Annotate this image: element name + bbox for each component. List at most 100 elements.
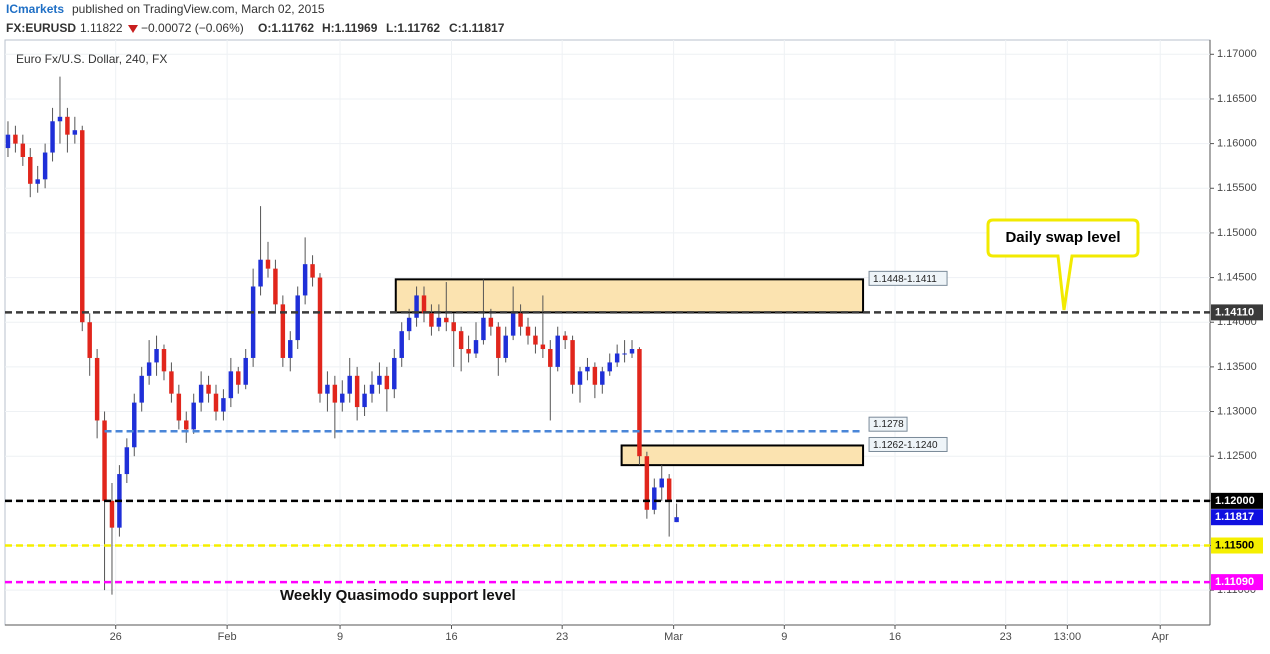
candle-body [369, 384, 375, 394]
candle-body [436, 317, 442, 327]
candle-body [458, 331, 464, 350]
candle-body [429, 313, 434, 327]
y-tick-label: 1.13500 [1217, 361, 1257, 373]
candle-body [503, 335, 508, 358]
candle-body [622, 353, 627, 355]
published-text: published on TradingView.com, March 02, … [72, 2, 325, 16]
candle-body [42, 152, 48, 180]
candle-body [72, 130, 78, 135]
candle-body [340, 393, 345, 403]
candle-body [533, 335, 538, 345]
candle-body [50, 121, 55, 153]
candle-body [659, 478, 664, 488]
candle-body [221, 398, 226, 412]
candle-body [354, 375, 360, 408]
candle-body [228, 371, 234, 399]
candle-body [347, 375, 352, 394]
price-marker-box [1211, 509, 1263, 526]
candle-body [362, 393, 367, 408]
ohlc-open: O:1.11762 [258, 21, 314, 35]
candle-body [191, 402, 196, 430]
candle-body [548, 349, 553, 367]
candle-body [273, 268, 278, 305]
candle-body [644, 456, 650, 510]
candle-body [451, 322, 456, 332]
candle-body [13, 134, 18, 144]
zone-label-box [868, 270, 948, 286]
candle-body [161, 349, 167, 372]
candle-body [600, 371, 605, 385]
x-tick-label: 16 [445, 631, 457, 643]
zone [394, 278, 865, 314]
candle-body [518, 313, 523, 327]
y-tick-label: 1.16500 [1217, 93, 1257, 105]
x-tick-label: 13:00 [1054, 631, 1082, 643]
x-tick-label: Apr [1152, 631, 1169, 643]
candle-body [614, 353, 620, 363]
candle-body [562, 335, 568, 341]
candle-body [176, 393, 182, 421]
callout-text: Daily swap level [1005, 229, 1120, 246]
marks [5, 76, 865, 595]
annotation-text: Weekly Quasimodo support level [280, 587, 516, 604]
candle-body [213, 393, 219, 412]
candle-body [295, 295, 300, 341]
candle-body [666, 478, 672, 501]
axis-label: 1.11090 [1215, 576, 1254, 588]
candle-body [421, 295, 427, 314]
candle-body [94, 357, 100, 421]
ohlc-high: H:1.11969 [322, 21, 378, 35]
candle-body [384, 375, 390, 390]
candle-body [377, 375, 382, 385]
zone [620, 444, 865, 467]
chart-title: Euro Fx/U.S. Dollar, 240, FX [16, 52, 167, 66]
axis-label: 1.11500 [1215, 539, 1254, 551]
candle-body [250, 286, 256, 358]
candle-body [637, 349, 642, 457]
candle-body [510, 313, 516, 336]
candle-body [525, 326, 531, 336]
candle-body [570, 340, 575, 385]
y-tick-label: 1.15000 [1217, 227, 1257, 239]
candle-body [198, 384, 204, 403]
zone-label-box [868, 436, 948, 452]
candle-body [265, 259, 271, 269]
x-tick-label: 23 [1000, 631, 1012, 643]
candle-body [592, 366, 598, 385]
price-marker-label: 1.11817 [1215, 511, 1254, 523]
candle-body [302, 264, 308, 296]
candle-body [28, 157, 33, 184]
candle-body [184, 420, 189, 430]
x-tick-label: Feb [218, 631, 237, 643]
segment-label: 1.1278 [873, 419, 904, 430]
y-tick-label: 1.17000 [1217, 48, 1257, 60]
ohlc-low: L:1.11762 [386, 21, 440, 35]
price: 1.11822 [80, 21, 123, 35]
candle-body [109, 500, 115, 528]
candle-body [392, 357, 397, 390]
x-tick-label: 9 [337, 631, 343, 643]
candle-body [332, 384, 338, 403]
y-tick-label: 1.16000 [1217, 138, 1257, 150]
candle-body [35, 179, 40, 184]
candle-body [258, 259, 263, 287]
candle-body [473, 340, 479, 354]
author-link[interactable]: ICmarkets [6, 2, 64, 16]
down-arrow [128, 25, 138, 33]
candle-body [57, 116, 63, 122]
overlay: 1.1448-1.1411 1.1262-1.1240 1.14110 1.12000… [5, 270, 1263, 591]
candle-body [154, 349, 159, 363]
x-tick-label: 9 [781, 631, 787, 643]
candle-body [5, 134, 11, 149]
candle-body [124, 447, 130, 475]
candle-body [414, 295, 419, 318]
x-tick-label: Mar [664, 631, 683, 643]
segment-label-box [868, 416, 908, 432]
y-tick-label: 1.15500 [1217, 182, 1257, 194]
candle-body [481, 317, 486, 341]
candle-body [206, 384, 211, 394]
candle-body [674, 517, 679, 523]
candle-body [577, 371, 583, 385]
candle-body [288, 340, 293, 358]
axis-label-box [1211, 492, 1263, 509]
